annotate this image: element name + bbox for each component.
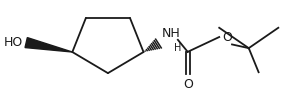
Text: O: O <box>183 78 193 91</box>
Text: HO: HO <box>4 36 23 49</box>
Polygon shape <box>25 38 72 52</box>
Text: H: H <box>174 43 181 53</box>
Text: O: O <box>222 31 232 44</box>
Text: NH: NH <box>162 27 181 40</box>
